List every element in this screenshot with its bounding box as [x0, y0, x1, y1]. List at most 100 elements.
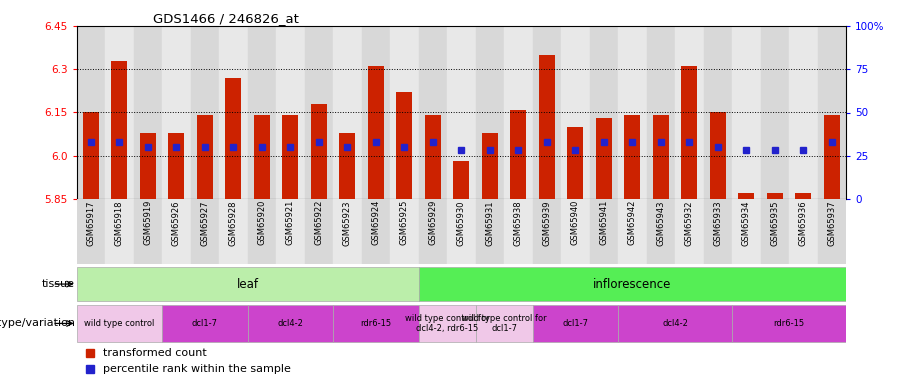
Text: GSM65934: GSM65934	[742, 200, 751, 246]
Bar	[652, 116, 669, 199]
Bar	[191, 199, 219, 264]
Text: GSM65941: GSM65941	[599, 200, 608, 246]
FancyBboxPatch shape	[732, 304, 846, 342]
Text: GSM65925: GSM65925	[400, 200, 409, 246]
Bar	[789, 26, 817, 199]
Bar	[704, 199, 732, 264]
Bar	[675, 26, 704, 199]
Text: leaf: leaf	[237, 278, 258, 291]
FancyBboxPatch shape	[418, 267, 846, 301]
Bar	[646, 26, 675, 199]
Text: dcl1-7: dcl1-7	[562, 319, 589, 328]
Bar	[618, 199, 646, 264]
Bar	[333, 26, 362, 199]
Bar	[362, 26, 390, 199]
Bar	[368, 66, 383, 199]
Bar	[561, 199, 590, 264]
Bar	[133, 199, 162, 264]
Bar	[824, 116, 840, 199]
FancyBboxPatch shape	[76, 267, 418, 301]
Bar	[425, 116, 441, 199]
Bar	[732, 199, 760, 264]
Text: GSM65920: GSM65920	[257, 200, 266, 246]
Text: GSM65939: GSM65939	[542, 200, 551, 246]
Text: GSM65918: GSM65918	[115, 200, 124, 246]
Bar	[248, 199, 276, 264]
Bar	[197, 116, 212, 199]
FancyBboxPatch shape	[475, 304, 533, 342]
Text: GSM65921: GSM65921	[286, 200, 295, 246]
Bar	[618, 26, 646, 199]
Bar	[390, 199, 418, 264]
Text: tissue: tissue	[42, 279, 75, 289]
Text: GSM65919: GSM65919	[143, 200, 152, 246]
Bar	[76, 199, 105, 264]
Bar	[738, 193, 754, 199]
Bar	[789, 199, 817, 264]
Bar	[504, 26, 533, 199]
Text: GSM65922: GSM65922	[314, 200, 323, 246]
Bar	[276, 26, 304, 199]
Bar	[191, 26, 219, 199]
Text: GSM65935: GSM65935	[770, 200, 779, 246]
Bar	[767, 193, 783, 199]
Bar	[83, 112, 99, 199]
Bar	[304, 199, 333, 264]
Bar	[533, 26, 561, 199]
Bar	[396, 92, 412, 199]
Bar	[168, 133, 184, 199]
Bar	[504, 199, 533, 264]
Bar	[225, 78, 241, 199]
Text: rdr6-15: rdr6-15	[773, 319, 805, 328]
Bar	[760, 26, 789, 199]
Bar	[140, 133, 156, 199]
Text: GSM65933: GSM65933	[713, 200, 722, 246]
Bar	[561, 26, 590, 199]
Bar	[447, 26, 475, 199]
Text: GSM65938: GSM65938	[514, 200, 523, 246]
Text: GSM65923: GSM65923	[343, 200, 352, 246]
FancyBboxPatch shape	[533, 304, 618, 342]
Text: GSM65943: GSM65943	[656, 200, 665, 246]
Bar	[447, 199, 475, 264]
Bar	[567, 127, 583, 199]
Bar	[76, 26, 105, 199]
Bar	[254, 116, 270, 199]
Text: GSM65929: GSM65929	[428, 200, 437, 246]
Text: GSM65932: GSM65932	[685, 200, 694, 246]
Bar	[704, 26, 732, 199]
Bar	[162, 26, 191, 199]
Bar	[333, 199, 362, 264]
Text: GSM65942: GSM65942	[628, 200, 637, 246]
Bar	[817, 26, 846, 199]
FancyBboxPatch shape	[418, 304, 475, 342]
Text: GSM65930: GSM65930	[456, 200, 466, 246]
FancyBboxPatch shape	[333, 304, 418, 342]
Bar	[475, 26, 504, 199]
FancyBboxPatch shape	[248, 304, 333, 342]
Text: GSM65928: GSM65928	[229, 200, 238, 246]
Bar	[304, 26, 333, 199]
Text: GDS1466 / 246826_at: GDS1466 / 246826_at	[153, 12, 300, 25]
Text: percentile rank within the sample: percentile rank within the sample	[104, 364, 292, 374]
Bar	[475, 199, 504, 264]
Bar	[390, 26, 418, 199]
Text: GSM65917: GSM65917	[86, 200, 95, 246]
Text: dcl4-2: dcl4-2	[277, 319, 303, 328]
Bar	[681, 66, 698, 199]
Text: GSM65924: GSM65924	[371, 200, 380, 246]
Bar	[710, 112, 725, 199]
Bar	[482, 133, 498, 199]
Text: rdr6-15: rdr6-15	[360, 319, 392, 328]
Bar	[760, 199, 789, 264]
Bar	[133, 26, 162, 199]
Bar	[817, 199, 846, 264]
Bar	[418, 26, 447, 199]
Text: GSM65940: GSM65940	[571, 200, 580, 246]
FancyBboxPatch shape	[162, 304, 248, 342]
Bar	[646, 199, 675, 264]
Bar	[162, 199, 191, 264]
Bar	[283, 116, 298, 199]
Text: genotype/variation: genotype/variation	[0, 318, 75, 328]
Text: dcl1-7: dcl1-7	[192, 319, 218, 328]
